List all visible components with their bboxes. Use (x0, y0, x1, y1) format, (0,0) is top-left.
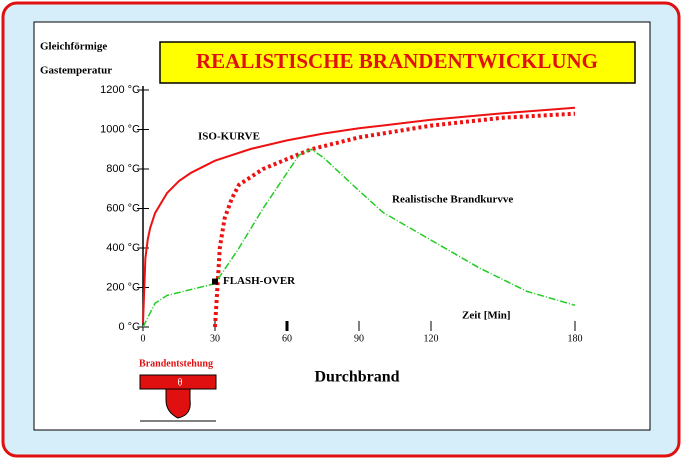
y-tick-label: 400 °C (106, 242, 140, 254)
series-line (142, 106, 576, 324)
y-tick-label: 1200 °C (100, 84, 140, 96)
series-label: Realistische Brandkurvve (392, 194, 513, 206)
start-label: Brandentstehung (139, 358, 213, 369)
y-axis-label: Gleichförmige (40, 41, 107, 53)
x-tick-label: 90 (354, 333, 364, 344)
x-axis-label: Zeit [Min] (462, 310, 511, 322)
y-tick-label: 600 °C (106, 202, 140, 214)
series-line (213, 111, 576, 328)
panel (33, 21, 651, 431)
flashover-label: FLASH-OVER (223, 275, 296, 287)
x-tick-label: 120 (424, 333, 439, 344)
icon-flame (165, 388, 191, 419)
fire-icon (139, 374, 217, 422)
y-tick-label: 0 °C (118, 321, 140, 333)
title-box (159, 41, 636, 84)
chart-title: REALISTISCHE BRANDENTWICKLUNG (196, 49, 598, 73)
y-tick-label: 1000 °C (100, 123, 140, 135)
y-axis-label: Gastemperatur (40, 65, 112, 77)
x-tick-label: 180 (568, 333, 583, 344)
series-label: ISO-KURVE (198, 131, 260, 143)
y-tick-label: 200 °C (106, 281, 140, 293)
flashover-marker (212, 278, 218, 285)
burn-label: Durchbrand (314, 369, 399, 386)
x-tick-label: 0 (141, 333, 146, 344)
y-tick-label: 800 °C (106, 163, 140, 175)
x-tick-label: 30 (210, 333, 220, 344)
series-line (142, 148, 576, 328)
theta-symbol: θ (178, 377, 183, 388)
x-tick-label: 60 (282, 333, 292, 344)
